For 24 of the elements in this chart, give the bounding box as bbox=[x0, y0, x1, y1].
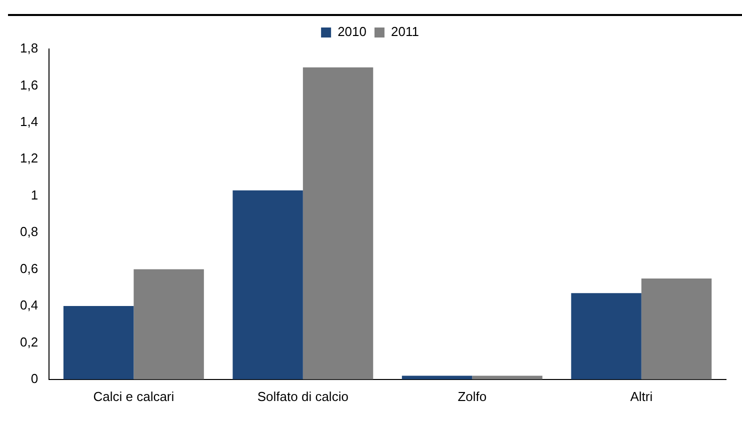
bar bbox=[472, 376, 542, 380]
y-tick-label: 1,4 bbox=[20, 114, 38, 129]
x-tick-label: Altri bbox=[630, 388, 653, 404]
y-tick-label: 0,2 bbox=[20, 334, 38, 350]
y-tick-label: 1 bbox=[30, 187, 38, 202]
bar bbox=[134, 269, 204, 380]
y-tick-label: 1,6 bbox=[20, 77, 38, 92]
bar bbox=[571, 293, 642, 380]
x-tick-label: Solfato di calcio bbox=[257, 388, 348, 404]
x-tick-label: Calci e calcari bbox=[93, 388, 174, 404]
bar bbox=[302, 67, 374, 380]
y-tick-label: 0,4 bbox=[20, 298, 38, 313]
y-tick-label: 0,8 bbox=[20, 224, 38, 240]
bar bbox=[232, 190, 303, 380]
y-tick-label: 0 bbox=[30, 370, 38, 386]
x-tick-label: Zolfo bbox=[458, 388, 487, 404]
bar bbox=[63, 306, 134, 380]
y-tick-label: 1,8 bbox=[20, 40, 38, 56]
bar bbox=[402, 376, 472, 380]
bar bbox=[641, 278, 712, 380]
y-tick-label: 1,2 bbox=[20, 150, 38, 166]
legend-label: 2011 bbox=[390, 24, 419, 40]
y-tick-label: 0,6 bbox=[20, 260, 38, 276]
legend-label: 2010 bbox=[338, 24, 366, 40]
